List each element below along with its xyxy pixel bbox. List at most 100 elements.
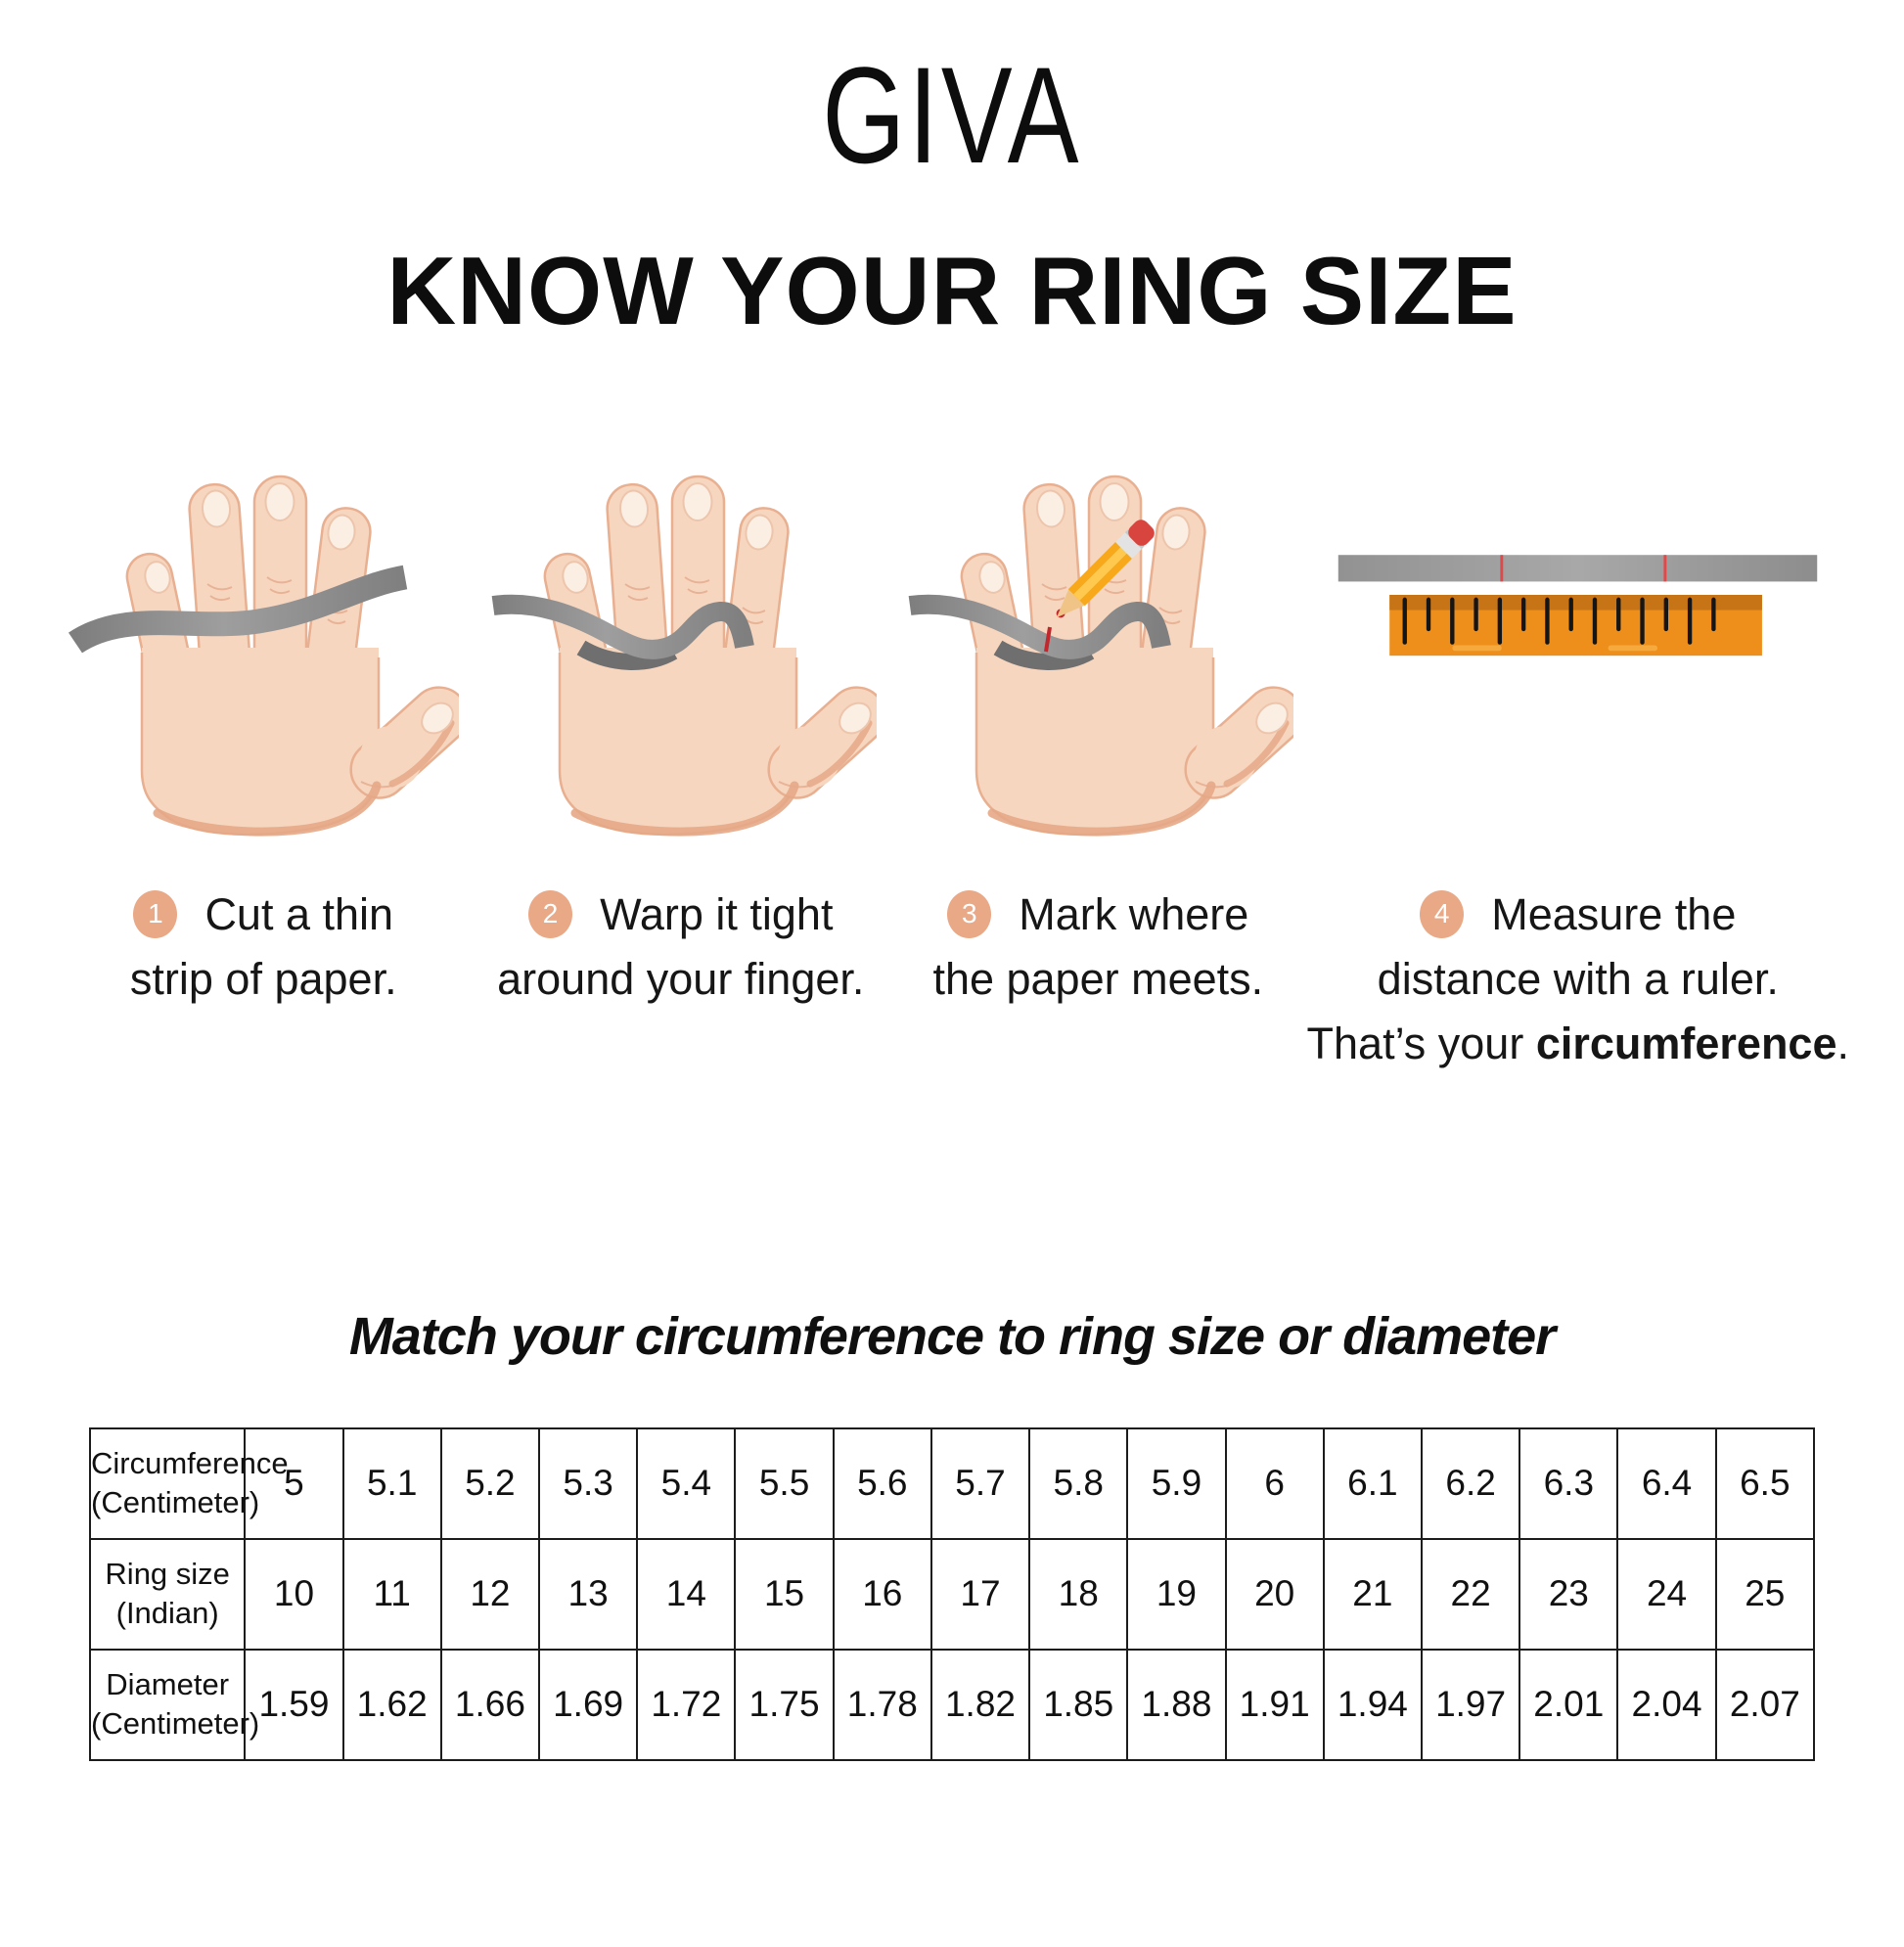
table-cell: 18 — [1028, 1537, 1129, 1651]
table-cell: 1.78 — [832, 1648, 932, 1761]
table-cell: 1.62 — [341, 1648, 442, 1761]
table-cell: 6.4 — [1616, 1426, 1717, 1540]
step-3: 3 Mark where the paper meets. — [889, 359, 1307, 1012]
table-cell: 20 — [1224, 1537, 1325, 1651]
paper-strip-icon — [1338, 554, 1818, 582]
step-number-badge: 4 — [1420, 890, 1465, 939]
table-heading: Match your circumference to ring size or… — [348, 1306, 1556, 1366]
step-caption-line: Mark where — [1019, 889, 1249, 940]
table-row: Circumference (Centimeter) 5 5.1 5.2 5.3 5.4 5.… — [88, 1426, 1816, 1540]
ruler-measure-icon — [1338, 554, 1818, 656]
row-header-line: Ring size — [105, 1556, 230, 1591]
table-cell: 1.69 — [538, 1648, 639, 1761]
table-cell: 5.3 — [538, 1426, 639, 1540]
table-cell: 5.1 — [341, 1426, 442, 1540]
row-header-line: (Centimeter) — [91, 1706, 260, 1742]
step-caption-line: around your finger. — [497, 954, 865, 1005]
hand-illustration-1 — [55, 359, 473, 853]
page-title: KNOW YOUR RING SIZE — [386, 237, 1518, 344]
table-cell: 1.59 — [244, 1648, 344, 1761]
step-caption-1: 1 Cut a thin strip of paper. — [55, 883, 473, 1012]
table-row: Diameter (Centimeter) 1.59 1.62 1.66 1.69 1.72… — [88, 1648, 1816, 1761]
table-cell: 1.91 — [1224, 1648, 1325, 1761]
steps-row: 1 Cut a thin strip of paper. 2 Warp it t… — [0, 359, 1904, 1076]
ring-size-guide: GIVA KNOW YOUR RING SIZE 1 Cut a thin st… — [0, 43, 1904, 1947]
step-4: 4 Measure the distance with a ruler. Tha… — [1307, 359, 1849, 1076]
table-cell: 13 — [538, 1537, 639, 1651]
table-cell: 25 — [1714, 1537, 1816, 1651]
table-row: Ring size (Indian) 10 11 12 13 14 15 16 17 18 19 20 2… — [88, 1537, 1816, 1651]
caption-text: . — [1836, 1019, 1850, 1069]
step-2: 2 Warp it tight around your finger. — [473, 359, 890, 1012]
paper-strip-icon — [491, 594, 754, 659]
step-caption-2: 2 Warp it tight around your finger. — [473, 883, 890, 1012]
hand-illustration-2 — [473, 359, 890, 853]
ruler-icon — [1389, 594, 1763, 656]
table-cell: 5.7 — [929, 1426, 1031, 1540]
hand-icon — [68, 359, 459, 848]
step-number-badge: 3 — [947, 890, 992, 939]
table-cell: 23 — [1519, 1537, 1619, 1651]
table-cell: 6.3 — [1519, 1426, 1619, 1540]
hand-illustration-3 — [889, 359, 1307, 853]
row-header: Diameter (Centimeter) — [88, 1648, 260, 1761]
row-header: Circumference (Centimeter) — [88, 1426, 289, 1540]
table-cell: 17 — [929, 1537, 1031, 1651]
table-cell: 6.1 — [1322, 1426, 1423, 1540]
table-cell: 1.85 — [1028, 1648, 1129, 1761]
table-cell: 1.88 — [1126, 1648, 1227, 1761]
ruler-illustration — [1307, 359, 1849, 853]
step-caption-line: That’s your circumference. — [1307, 1012, 1849, 1076]
paper-strip-icon — [68, 565, 408, 654]
red-mark-line — [1044, 626, 1053, 653]
table-cell: 5.8 — [1028, 1426, 1129, 1540]
table-wrap: Circumference (Centimeter) 5 5.1 5.2 5.3 5.4 5.… — [88, 1426, 1816, 1761]
row-header-line: Circumference — [91, 1445, 289, 1480]
table-cell: 5.2 — [439, 1426, 541, 1540]
table-cell: 1.75 — [734, 1648, 835, 1761]
table-cell: 1.82 — [929, 1648, 1031, 1761]
table-cell: 2.01 — [1519, 1648, 1619, 1761]
row-header-line: (Indian) — [115, 1596, 219, 1631]
table-cell: 6 — [1224, 1426, 1325, 1540]
row-header-line: Diameter — [106, 1666, 230, 1701]
table-cell: 1.66 — [439, 1648, 541, 1761]
hand-icon — [908, 359, 1293, 848]
table-cell: 19 — [1126, 1537, 1227, 1651]
table-cell: 6.5 — [1714, 1426, 1816, 1540]
step-caption-line: Cut a thin — [204, 889, 394, 940]
step-caption-line: strip of paper. — [129, 954, 397, 1005]
step-caption-line: Warp it tight — [600, 889, 834, 940]
table-cell: 1.97 — [1420, 1648, 1521, 1761]
step-caption-line: Measure the — [1491, 889, 1737, 940]
pencil-icon — [1056, 519, 1156, 618]
table-cell: 1.94 — [1322, 1648, 1423, 1761]
table-cell: 22 — [1420, 1537, 1521, 1651]
step-caption-4: 4 Measure the distance with a ruler. Tha… — [1307, 883, 1849, 1076]
ring-size-table-body: Circumference (Centimeter) 5 5.1 5.2 5.3 5.4 5.… — [88, 1426, 1816, 1761]
row-header-line: (Centimeter) — [91, 1485, 260, 1520]
table-cell: 5 — [244, 1426, 344, 1540]
table-cell: 5.6 — [832, 1426, 932, 1540]
table-cell: 2.04 — [1616, 1648, 1717, 1761]
step-number-badge: 2 — [528, 890, 573, 939]
ring-size-table: Circumference (Centimeter) 5 5.1 5.2 5.3 5.4 5.… — [88, 1426, 1816, 1761]
table-cell: 1.72 — [636, 1648, 737, 1761]
step-caption-line: distance with a ruler. — [1377, 954, 1779, 1005]
table-cell: 14 — [636, 1537, 737, 1651]
table-cell: 5.9 — [1126, 1426, 1227, 1540]
table-cell: 24 — [1616, 1537, 1717, 1651]
step-1: 1 Cut a thin strip of paper. — [55, 359, 473, 1012]
brand-logo: GIVA — [822, 38, 1082, 192]
table-cell: 11 — [341, 1537, 442, 1651]
caption-bold-text: circumference — [1535, 1019, 1837, 1069]
hand-icon — [491, 359, 877, 848]
row-header: Ring size (Indian) — [88, 1537, 247, 1651]
step-caption-3: 3 Mark where the paper meets. — [889, 883, 1307, 1012]
table-cell: 5.5 — [734, 1426, 835, 1540]
caption-text: That’s your — [1306, 1019, 1536, 1069]
table-cell: 2.07 — [1714, 1648, 1816, 1761]
table-cell: 12 — [439, 1537, 541, 1651]
step-number-badge: 1 — [133, 890, 178, 939]
table-cell: 15 — [734, 1537, 835, 1651]
